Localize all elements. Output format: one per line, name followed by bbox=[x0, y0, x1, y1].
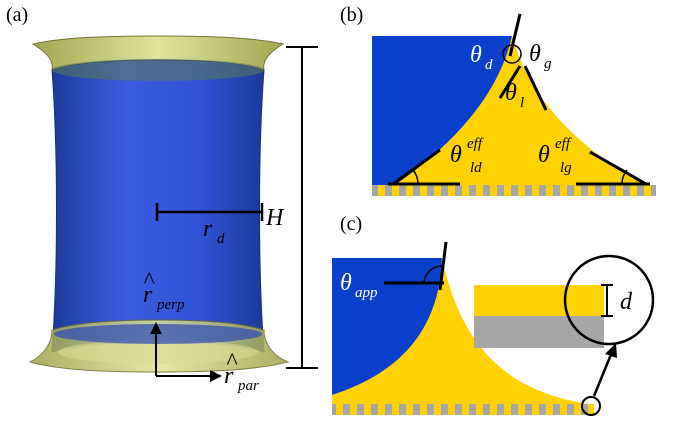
liquid-film bbox=[332, 258, 588, 404]
perp-subscript: perp bbox=[156, 297, 185, 313]
theta-l-subscript: l bbox=[520, 95, 524, 111]
par-subscript: par bbox=[237, 378, 259, 394]
theta-lg-subscript: lg bbox=[560, 160, 572, 176]
contact-lines bbox=[388, 13, 650, 186]
theta-ld-subscript: ld bbox=[470, 160, 482, 176]
panel-a: (a) H r d ^ r p bbox=[6, 4, 318, 394]
theta-app-symbol: θ bbox=[340, 270, 352, 296]
panel-a-label: (a) bbox=[6, 4, 28, 26]
substrate bbox=[372, 185, 656, 196]
par-symbol: r bbox=[224, 363, 234, 389]
perp-hat: ^ bbox=[143, 268, 155, 294]
zoom-circle bbox=[563, 254, 655, 346]
panel-c-label: (c) bbox=[340, 213, 362, 235]
theta-ld-symbol: θ bbox=[450, 142, 462, 168]
theta-lg-symbol: θ bbox=[538, 142, 550, 168]
substrate bbox=[332, 404, 594, 415]
panel-b-label: (b) bbox=[340, 4, 363, 26]
top-rim bbox=[52, 59, 264, 81]
thickness-dimension bbox=[601, 284, 613, 317]
panel-b: (b) θ d θ g θ l θ eff ld θ eff lg bbox=[340, 4, 656, 196]
inset-film bbox=[474, 285, 604, 316]
zoom-arrow bbox=[592, 351, 614, 397]
theta-lg-superscript: eff bbox=[555, 136, 572, 152]
thickness-label: d bbox=[620, 289, 633, 315]
zoom-origin-circle bbox=[581, 396, 601, 416]
droplet-region bbox=[332, 258, 442, 395]
panel-c: (c) θ app d bbox=[332, 213, 655, 416]
apparent-angle-lines bbox=[384, 241, 448, 291]
theta-g-symbol: θ bbox=[529, 41, 541, 67]
perp-arrowhead bbox=[150, 322, 162, 334]
theta-app-subscript: app bbox=[355, 285, 378, 301]
inset-substrate bbox=[474, 316, 604, 348]
theta-d-symbol: θ bbox=[470, 42, 482, 68]
angle-arc-ld bbox=[412, 169, 419, 185]
apparent-angle-arc bbox=[423, 265, 443, 284]
perp-symbol: r bbox=[143, 282, 153, 308]
theta-l-symbol: θ bbox=[505, 80, 517, 106]
height-label: H bbox=[265, 205, 285, 231]
radius-line bbox=[155, 203, 264, 221]
angle-arc-lg bbox=[621, 169, 628, 185]
theta-ld-superscript: eff bbox=[467, 136, 484, 152]
theta-d-subscript: d bbox=[485, 57, 493, 73]
radius-subscript: d bbox=[217, 231, 225, 247]
basis-vectors bbox=[155, 330, 212, 377]
zoom-arrowhead bbox=[605, 343, 617, 358]
droplet-region bbox=[372, 36, 512, 185]
par-arrowhead bbox=[210, 370, 222, 382]
height-dimension bbox=[286, 46, 318, 369]
angle-circle bbox=[502, 44, 522, 64]
liquid-meniscus bbox=[395, 36, 646, 185]
bottom-rim bbox=[58, 340, 258, 364]
theta-g-subscript: g bbox=[544, 56, 552, 72]
radius-label: r bbox=[203, 216, 213, 242]
par-hat: ^ bbox=[226, 349, 238, 375]
